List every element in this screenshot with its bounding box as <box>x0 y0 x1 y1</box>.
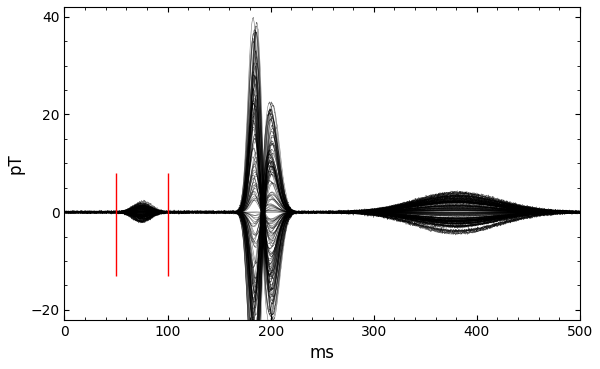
X-axis label: ms: ms <box>310 344 335 362</box>
Y-axis label: pT: pT <box>7 153 25 174</box>
